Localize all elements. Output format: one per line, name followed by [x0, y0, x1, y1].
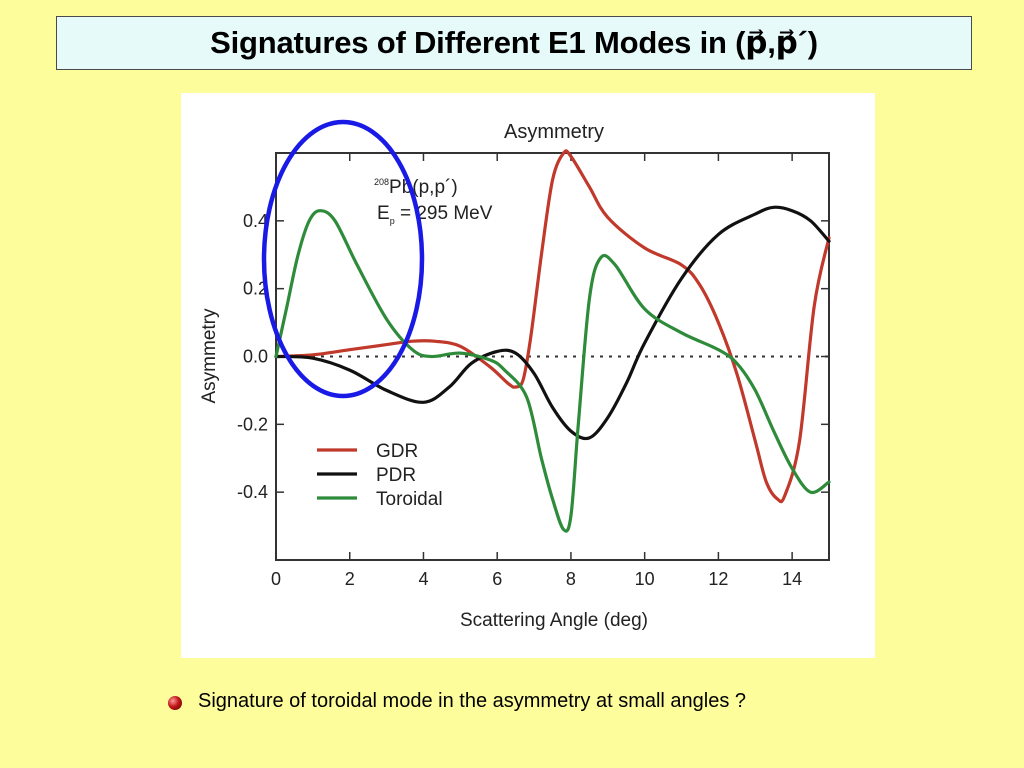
- series-line-pdr: [274, 205, 831, 441]
- slide-title: Signatures of Different E1 Modes in (p⃗,…: [210, 25, 818, 60]
- x-tick-label: 8: [566, 569, 576, 589]
- y-tick-label: 0.2: [243, 279, 268, 299]
- y-tick-label: -0.2: [237, 414, 268, 434]
- x-tick-label: 2: [345, 569, 355, 589]
- x-tick-label: 0: [271, 569, 281, 589]
- legend-label-gdr: GDR: [376, 441, 418, 462]
- x-tick-label: 4: [418, 569, 428, 589]
- x-axis-label: Scattering Angle (deg): [460, 610, 648, 631]
- asymmetry-chart: Asymmetry 0 2 4 6 8 10 12 14 0.4 0.2 0.0 -0.2 -0.4 S…: [199, 119, 831, 631]
- bullet-item: Signature of toroidal mode in the asymme…: [168, 690, 746, 713]
- series-line-gdr: [274, 149, 831, 504]
- energy-symbol: E: [377, 203, 390, 224]
- bullet-icon: [168, 695, 182, 710]
- x-tick-label: 6: [492, 569, 502, 589]
- slide-title-box: Signatures of Different E1 Modes in (p⃗,…: [56, 16, 972, 70]
- y-tick-label: 0.0: [243, 347, 268, 367]
- reaction-annotation: 208Pb(p,p´): [374, 177, 458, 198]
- chart-title: Asymmetry: [504, 121, 604, 143]
- legend: GDR PDR Toroidal: [317, 441, 443, 510]
- legend-label-pdr: PDR: [376, 465, 416, 486]
- y-tick-label: 0.4: [243, 211, 268, 231]
- legend-label-toroidal: Toroidal: [376, 489, 443, 510]
- reaction-label: Pb(p,p´): [389, 177, 458, 198]
- mass-number: 208: [374, 177, 389, 187]
- energy-annotation: Ep = 295 MeV: [377, 203, 493, 226]
- asymmetry-figure: Asymmetry 0 2 4 6 8 10 12 14 0.4 0.2 0.0 -0.2 -0.4 S…: [181, 93, 875, 658]
- y-axis-label: Asymmetry: [199, 308, 220, 404]
- series-line-toroidal: [274, 209, 831, 533]
- y-tick-label: -0.4: [237, 482, 268, 502]
- x-tick-label: 14: [782, 569, 802, 589]
- x-tick-label: 10: [635, 569, 655, 589]
- bullet-text: Signature of toroidal mode in the asymme…: [198, 690, 747, 712]
- x-tick-label: 12: [708, 569, 728, 589]
- energy-subscript: p: [390, 216, 395, 226]
- energy-value: = 295 MeV: [395, 203, 493, 224]
- toroidal-highlight-ellipse: [261, 119, 425, 399]
